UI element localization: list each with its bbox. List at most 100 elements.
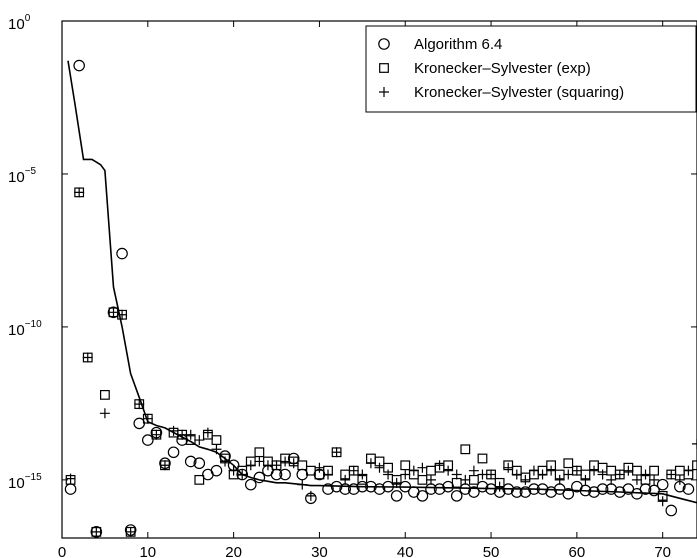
plus-marker xyxy=(323,469,334,480)
plus-marker xyxy=(477,469,488,480)
circle-marker xyxy=(244,478,257,491)
circle-marker xyxy=(210,464,223,477)
plot-area xyxy=(64,59,697,538)
plus-marker xyxy=(177,429,188,440)
circle-marker xyxy=(588,486,600,498)
legend-label: Kronecker–Sylvester (exp) xyxy=(414,60,591,77)
square-marker xyxy=(468,474,479,485)
circle-marker xyxy=(631,488,643,500)
plus-marker xyxy=(262,460,273,471)
plus-marker xyxy=(142,413,153,424)
circle-marker xyxy=(382,480,394,493)
circle-marker xyxy=(450,490,463,502)
y-tick-exponent: −15 xyxy=(25,472,42,483)
series-plus xyxy=(65,187,697,537)
legend-box xyxy=(365,25,697,113)
circle-marker xyxy=(116,247,128,260)
plus-marker xyxy=(580,474,591,485)
legend-circle-icon xyxy=(378,38,390,50)
plus-marker xyxy=(194,435,205,446)
plus-marker xyxy=(614,469,625,480)
circle-marker xyxy=(536,483,549,495)
circle-marker xyxy=(356,480,369,493)
y-tick-exponent: 0 xyxy=(25,13,31,24)
circle-marker xyxy=(347,483,360,495)
square-marker xyxy=(194,474,205,485)
plus-marker xyxy=(271,460,282,471)
plus-marker xyxy=(443,465,454,476)
y-tick-label: 10−15 xyxy=(8,472,42,492)
y-tick-label: 10−10 xyxy=(8,319,42,339)
plus-marker xyxy=(683,465,694,476)
plus-marker xyxy=(408,465,419,476)
plus-marker xyxy=(597,469,608,480)
plus-marker xyxy=(657,496,668,507)
plus-marker xyxy=(168,425,179,436)
plus-marker xyxy=(546,465,557,476)
y-tick-exponent: −5 xyxy=(25,166,37,177)
x-tick-label: 40 xyxy=(397,544,414,558)
plus-marker xyxy=(74,187,85,198)
square-marker xyxy=(632,465,642,476)
legend: Algorithm 6.4 Kronecker–Sylvester (exp) Kr… xyxy=(365,25,697,113)
plus-marker xyxy=(494,481,505,492)
circle-marker xyxy=(648,484,660,497)
circle-marker xyxy=(476,480,489,493)
circle-marker xyxy=(622,483,635,495)
x-tick-label: 30 xyxy=(311,544,328,558)
plus-marker xyxy=(425,474,436,485)
y-tick-exponent: −10 xyxy=(25,319,42,330)
circle-marker xyxy=(133,417,146,430)
series-circle xyxy=(64,59,695,538)
legend-plus-icon xyxy=(379,87,389,97)
circle-marker xyxy=(107,306,120,319)
square-marker xyxy=(692,460,697,471)
plus-marker xyxy=(374,462,385,473)
circle-marker xyxy=(519,486,532,498)
circle-marker xyxy=(433,483,446,495)
plus-marker xyxy=(692,438,697,449)
plus-marker xyxy=(649,474,660,485)
plus-marker xyxy=(528,465,539,476)
square-marker xyxy=(649,465,659,476)
plus-marker xyxy=(245,460,256,471)
x-tick-label: 20 xyxy=(225,544,242,558)
plus-marker xyxy=(185,429,196,440)
square-marker xyxy=(417,474,428,485)
circle-marker xyxy=(365,480,377,493)
plus-marker xyxy=(134,399,145,410)
plus-marker xyxy=(357,469,368,480)
square-marker xyxy=(254,447,265,458)
plus-marker xyxy=(511,469,522,480)
circle-marker xyxy=(468,486,480,498)
circle-marker xyxy=(596,483,609,495)
plus-marker xyxy=(417,462,428,473)
plus-marker xyxy=(623,465,634,476)
plus-marker xyxy=(99,408,110,419)
circle-marker xyxy=(545,486,557,498)
plus-marker xyxy=(220,456,231,467)
square-marker xyxy=(211,435,222,445)
plus-marker xyxy=(606,474,617,485)
circle-marker xyxy=(390,490,403,502)
circle-marker xyxy=(330,480,343,493)
circle-marker xyxy=(665,504,678,517)
plus-marker xyxy=(640,469,651,480)
plus-marker xyxy=(589,465,600,476)
circle-marker xyxy=(562,488,575,500)
circle-marker xyxy=(682,483,695,495)
circle-marker xyxy=(399,480,412,493)
plus-marker xyxy=(486,469,497,480)
circle-marker xyxy=(510,486,523,498)
square-marker xyxy=(606,465,617,476)
legend-square-icon xyxy=(379,63,389,73)
plus-marker xyxy=(305,490,316,501)
plus-marker xyxy=(297,479,308,490)
plus-marker xyxy=(554,474,565,485)
plus-marker xyxy=(451,469,462,480)
circle-marker xyxy=(167,446,180,459)
plus-marker xyxy=(65,473,76,484)
plus-marker xyxy=(237,469,248,480)
circle-marker xyxy=(253,471,266,484)
